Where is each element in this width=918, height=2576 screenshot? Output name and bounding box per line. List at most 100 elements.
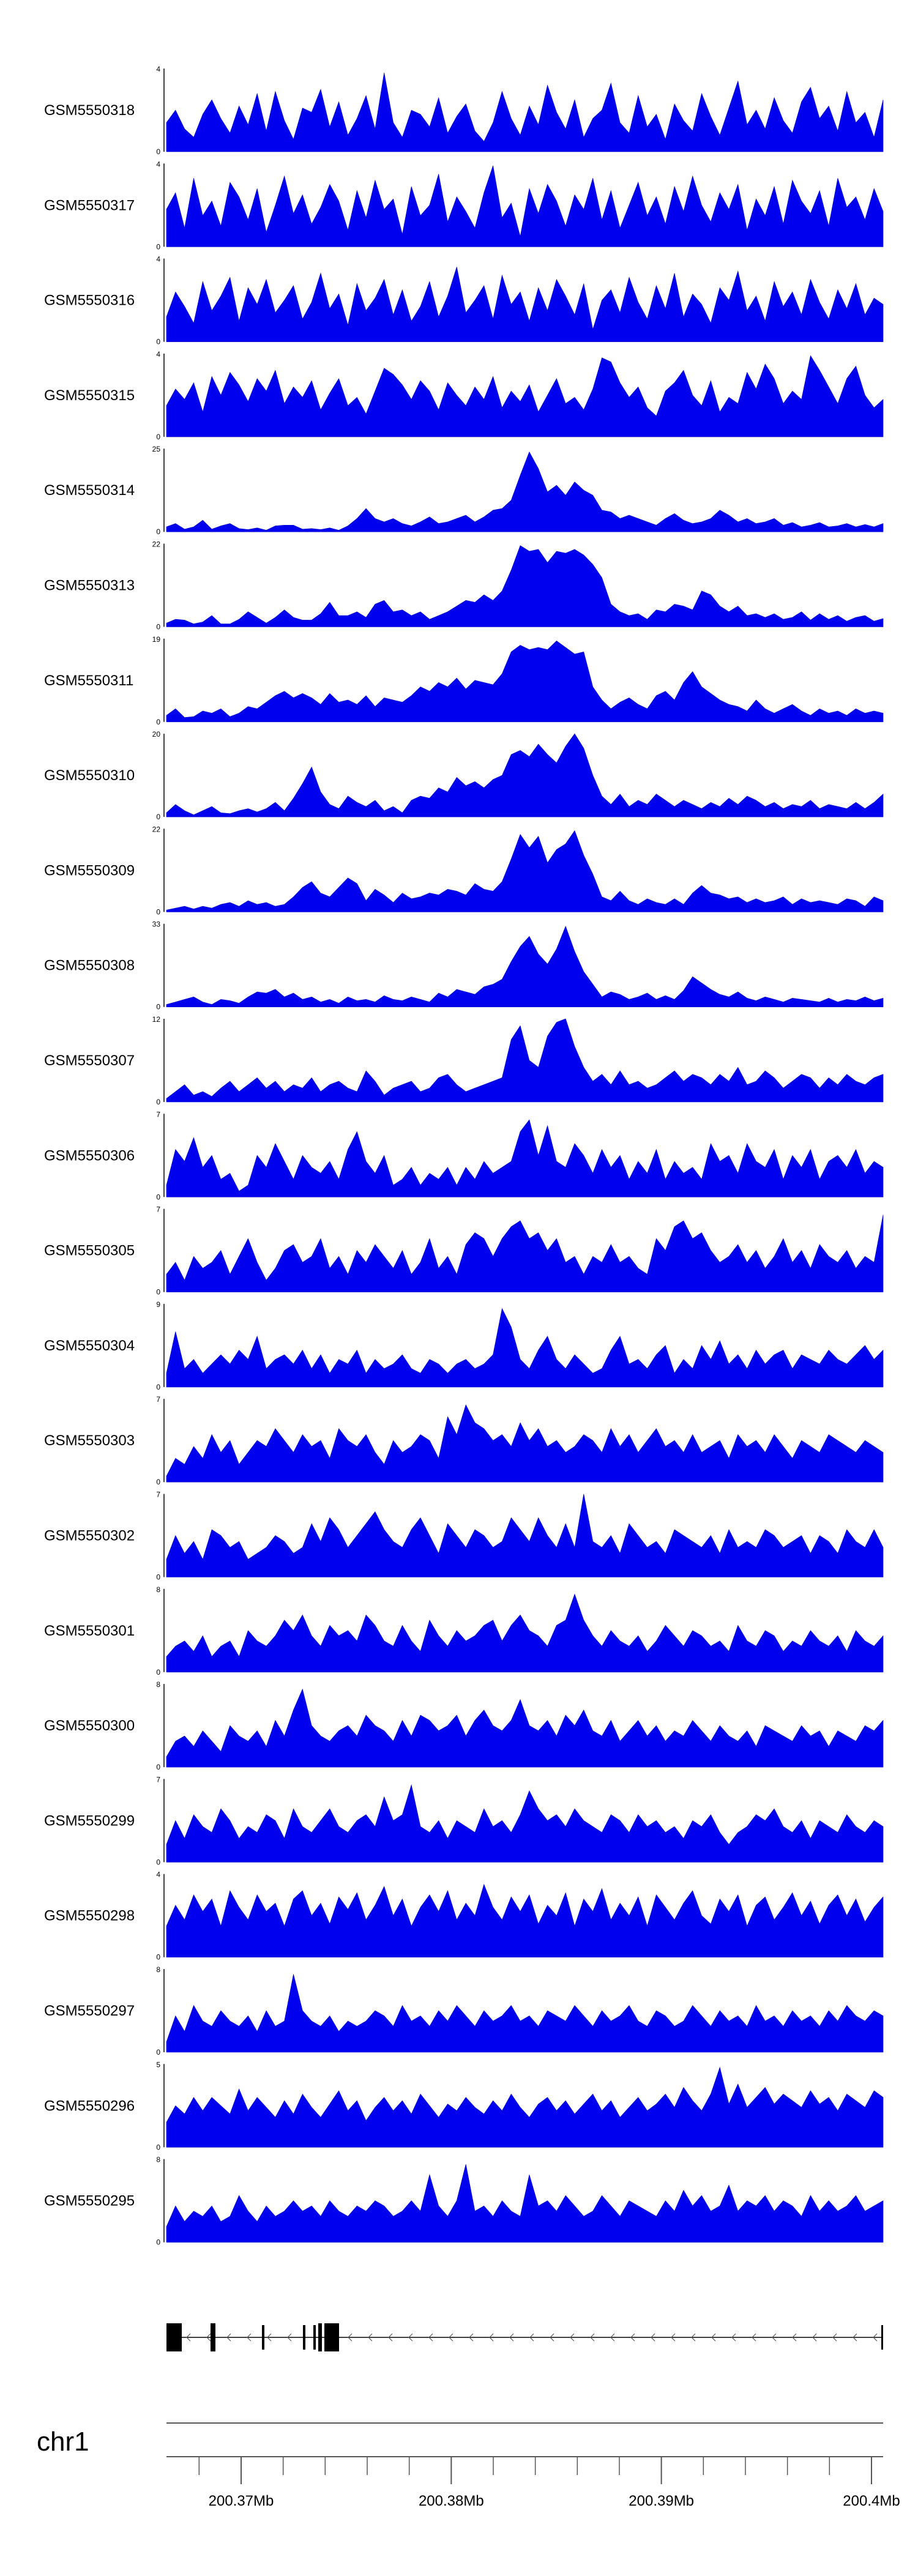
track-label: GSM5550299 bbox=[44, 1812, 135, 1829]
exon bbox=[303, 2325, 305, 2350]
ideogram bbox=[166, 2422, 883, 2457]
y-tick-min: 0 bbox=[156, 1383, 160, 1391]
strand-arrow bbox=[550, 2333, 554, 2342]
track-GSM5550307: GSM5550307 12 0 bbox=[44, 1015, 884, 1106]
y-tick-max: 7 bbox=[156, 1110, 160, 1119]
track-label: GSM5550305 bbox=[44, 1243, 135, 1259]
strand-arrow bbox=[186, 2333, 191, 2342]
strand-arrow bbox=[651, 2333, 655, 2342]
y-tick-max: 5 bbox=[156, 2060, 160, 2069]
track-label: GSM5550316 bbox=[44, 292, 135, 309]
track-label: GSM5550300 bbox=[44, 1718, 135, 1734]
y-tick-max: 8 bbox=[156, 2156, 160, 2164]
strand-arrow bbox=[469, 2333, 474, 2342]
track-GSM5550311: GSM5550311 19 0 bbox=[44, 635, 884, 726]
track-GSM5550298: GSM5550298 4 0 bbox=[44, 1871, 884, 1962]
track-label: GSM5550303 bbox=[44, 1432, 135, 1449]
strand-arrow bbox=[671, 2333, 676, 2342]
coverage-area bbox=[166, 830, 884, 912]
track-GSM5550300: GSM5550300 8 0 bbox=[44, 1680, 884, 1771]
coverage-area bbox=[166, 1883, 884, 1957]
y-tick-min: 0 bbox=[156, 1953, 160, 1962]
strand-arrow bbox=[630, 2333, 635, 2342]
track-label: GSM5550296 bbox=[44, 2098, 135, 2114]
strand-arrow bbox=[449, 2333, 453, 2342]
coverage-area bbox=[166, 1593, 884, 1673]
y-tick-max: 22 bbox=[152, 540, 161, 549]
track-GSM5550309: GSM5550309 22 0 bbox=[44, 825, 884, 916]
y-tick-max: 4 bbox=[156, 255, 160, 264]
y-tick-min: 0 bbox=[156, 527, 160, 536]
y-tick-min: 0 bbox=[156, 338, 160, 346]
strand-arrow bbox=[368, 2333, 373, 2342]
track-label: GSM5550307 bbox=[44, 1052, 135, 1069]
coverage-area bbox=[166, 1018, 884, 1103]
strand-arrow bbox=[570, 2333, 575, 2342]
y-tick-max: 7 bbox=[156, 1491, 160, 1499]
track-GSM5550301: GSM5550301 8 0 bbox=[44, 1585, 884, 1677]
y-tick-min: 0 bbox=[156, 623, 160, 631]
track-label: GSM5550301 bbox=[44, 1623, 135, 1639]
coverage-area bbox=[166, 1215, 884, 1292]
exon bbox=[881, 2325, 883, 2350]
coverage-area bbox=[166, 1974, 884, 2053]
y-tick-max: 22 bbox=[152, 825, 161, 833]
track-label: GSM5550302 bbox=[44, 1528, 135, 1544]
y-tick-max: 8 bbox=[156, 1965, 160, 1974]
strand-arrow bbox=[752, 2333, 756, 2342]
y-tick-min: 0 bbox=[156, 2238, 160, 2247]
y-tick-min: 0 bbox=[156, 1193, 160, 1201]
strand-arrow bbox=[428, 2333, 433, 2342]
y-tick-min: 0 bbox=[156, 242, 160, 251]
exon bbox=[262, 2325, 264, 2350]
coverage-area bbox=[166, 545, 884, 627]
strand-arrows bbox=[186, 2333, 878, 2342]
exon bbox=[313, 2325, 316, 2350]
y-tick-min: 0 bbox=[156, 718, 160, 726]
strand-arrow bbox=[287, 2333, 292, 2342]
track-label: GSM5550310 bbox=[44, 767, 135, 784]
track-label: GSM5550309 bbox=[44, 862, 135, 879]
y-tick-min: 0 bbox=[156, 1668, 160, 1677]
exon bbox=[324, 2323, 339, 2351]
strand-arrow bbox=[529, 2333, 534, 2342]
strand-arrow bbox=[348, 2333, 353, 2342]
y-tick-max: 19 bbox=[152, 635, 161, 644]
track-label: GSM5550314 bbox=[44, 482, 135, 499]
y-tick-max: 25 bbox=[152, 445, 161, 453]
coverage-tracks: GSM555031840GSM555031740GSM555031640GSM5… bbox=[44, 65, 884, 2247]
strand-arrow bbox=[489, 2333, 494, 2342]
track-GSM5550314: GSM5550314 25 0 bbox=[44, 445, 884, 536]
coverage-area bbox=[166, 451, 884, 532]
coverage-area bbox=[166, 1688, 884, 1768]
y-tick-max: 4 bbox=[156, 1871, 160, 1879]
strand-arrow bbox=[509, 2333, 514, 2342]
x-axis: 200.37Mb 200.38Mb 200.39Mb 200.4Mb bbox=[198, 2457, 900, 2509]
coverage-area bbox=[166, 72, 884, 152]
strand-arrow bbox=[408, 2333, 413, 2342]
track-GSM5550315: GSM5550315 4 0 bbox=[44, 350, 884, 441]
coverage-area bbox=[166, 1404, 884, 1483]
strand-arrow bbox=[226, 2333, 231, 2342]
exon bbox=[318, 2323, 322, 2351]
y-tick-max: 4 bbox=[156, 350, 160, 359]
y-tick-max: 4 bbox=[156, 65, 160, 73]
strand-arrow bbox=[772, 2333, 777, 2342]
y-tick-max: 8 bbox=[156, 1680, 160, 1689]
axis-tick-label: 200.39Mb bbox=[629, 2493, 694, 2509]
exon bbox=[211, 2323, 215, 2351]
y-tick-min: 0 bbox=[156, 433, 160, 441]
y-tick-min: 0 bbox=[156, 147, 160, 156]
strand-arrow bbox=[206, 2333, 211, 2342]
strand-arrow bbox=[853, 2333, 857, 2342]
track-GSM5550317: GSM5550317 4 0 bbox=[44, 160, 884, 251]
coverage-area bbox=[166, 925, 884, 1007]
track-label: GSM5550318 bbox=[44, 102, 135, 119]
y-tick-min: 0 bbox=[156, 1763, 160, 1771]
strand-arrow bbox=[610, 2333, 615, 2342]
coverage-area bbox=[166, 1308, 884, 1388]
y-tick-max: 9 bbox=[156, 1300, 160, 1309]
strand-arrow bbox=[711, 2333, 716, 2342]
track-label: GSM5550315 bbox=[44, 387, 135, 404]
